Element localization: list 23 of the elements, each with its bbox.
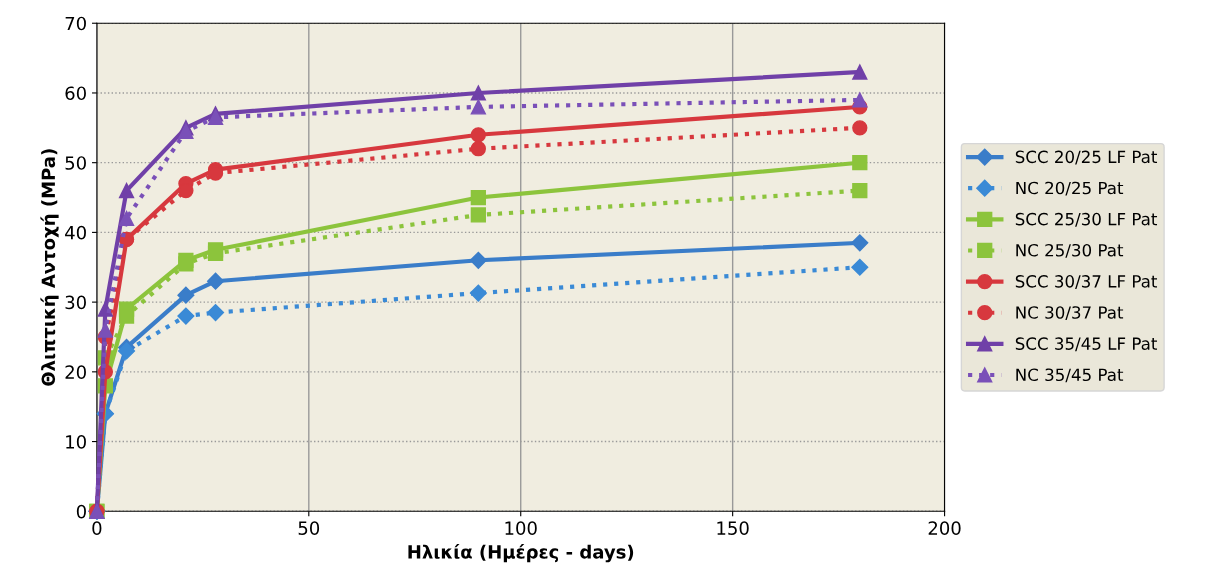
- x-tick-label: 0: [92, 521, 102, 535]
- y-tick-label: 0: [76, 504, 86, 519]
- legend-label: NC 25/30 Pat: [1016, 243, 1124, 258]
- y-tick-label: 10: [66, 435, 86, 449]
- x-axis-title: Ηλικία (Ημέρες - days): [408, 544, 634, 563]
- legend-label: SCC 30/37 LF Pat: [1015, 275, 1158, 289]
- legend-label: SCC 25/30 LF Pat: [1015, 212, 1158, 227]
- x-tick-label: 50: [298, 521, 320, 535]
- x-tick-label: 150: [717, 521, 749, 535]
- legend-label: NC 30/37 Pat: [1016, 306, 1124, 321]
- y-tick-label: 20: [65, 365, 86, 379]
- y-axis-title: Θλιπτική Αντοχή (MPa): [40, 149, 59, 386]
- y-tick-label: 60: [65, 86, 86, 101]
- legend-label: NC 35/45 Pat: [1016, 368, 1124, 383]
- legend-label: NC 20/25 Pat: [1016, 181, 1124, 196]
- y-tick-label: 30: [65, 295, 86, 310]
- y-tick-label: 50: [65, 156, 86, 170]
- x-tick-label: 100: [505, 521, 537, 535]
- legend-label: SCC 20/25 LF Pat: [1015, 150, 1158, 165]
- y-tick-label: 70: [65, 16, 86, 31]
- legend-label: SCC 35/45 LF Pat: [1015, 337, 1158, 352]
- x-tick-label: 200: [928, 521, 961, 535]
- y-tick-label: 40: [65, 225, 86, 240]
